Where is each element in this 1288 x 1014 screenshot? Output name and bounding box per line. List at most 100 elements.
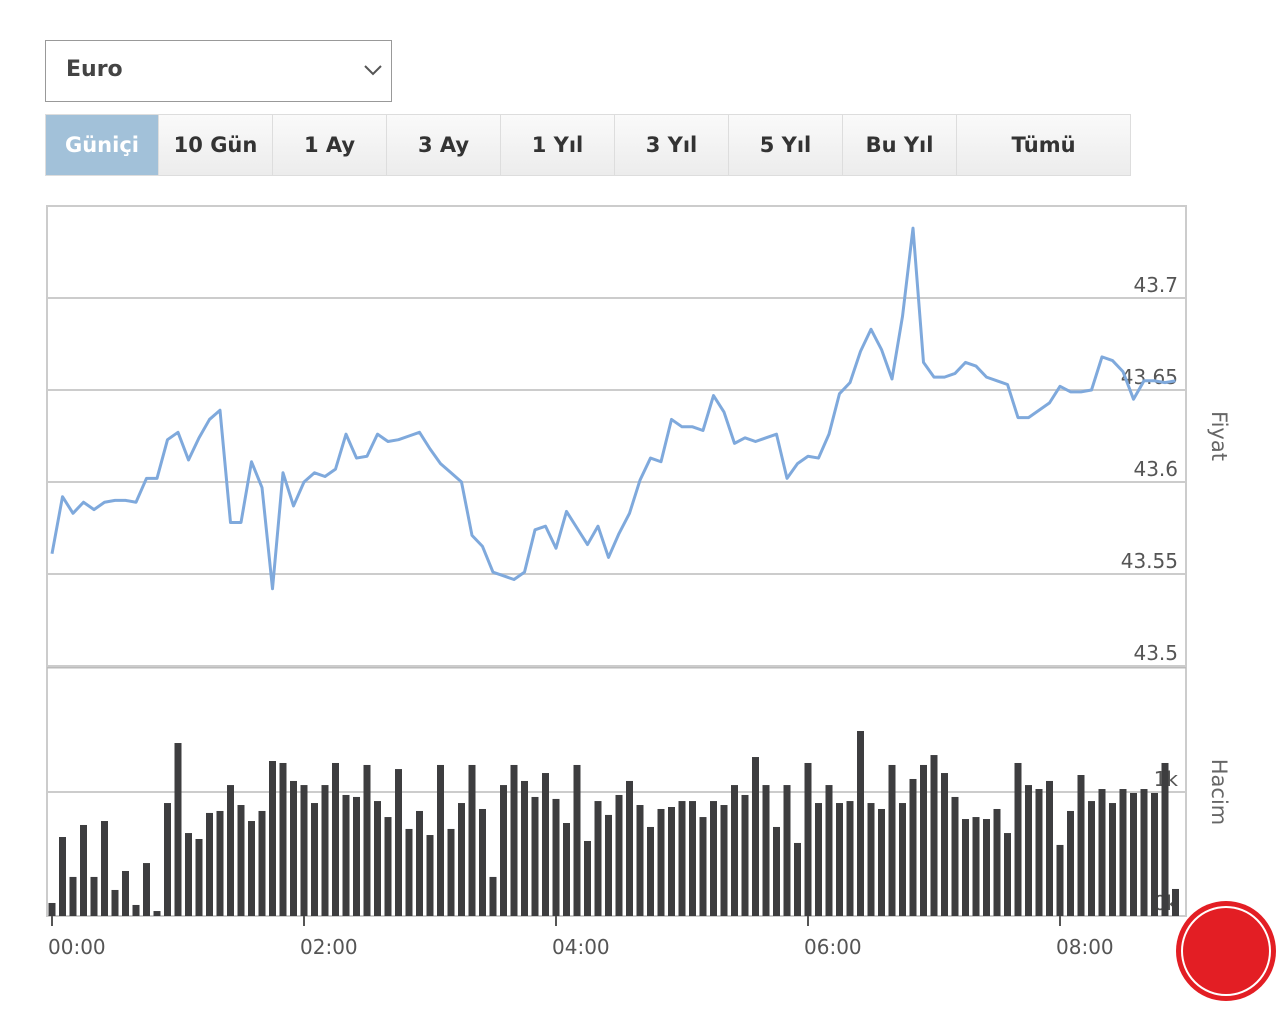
currency-dropdown[interactable]: Euro <box>45 40 392 102</box>
y-axis-title: Fiyat <box>1207 411 1231 461</box>
volume-bar <box>1067 810 1074 916</box>
volume-bar <box>248 821 255 916</box>
x-tick-label: 00:00 <box>48 935 106 959</box>
volume-bar <box>941 773 948 916</box>
volume-bar <box>132 904 140 916</box>
volume-bar <box>1140 789 1148 916</box>
volume-bar <box>825 785 833 916</box>
volume-bar <box>731 785 738 916</box>
volume-bar <box>290 780 297 916</box>
volume-bar <box>1151 792 1158 916</box>
volume-bar <box>699 817 707 916</box>
volume-bar <box>710 801 717 916</box>
x-tick-label: 08:00 <box>1056 935 1114 959</box>
volume-bar <box>48 902 56 916</box>
volume-bar <box>80 824 87 916</box>
x-tick-label: 06:00 <box>804 935 862 959</box>
volume-bar <box>647 826 654 916</box>
volume-bar <box>962 819 969 916</box>
range-button[interactable]: Bu Yıl <box>843 115 957 175</box>
volume-bar <box>405 828 413 916</box>
volume-bar <box>657 808 665 916</box>
volume-bar <box>1077 775 1085 916</box>
volume-bar <box>143 863 150 916</box>
volume-bar <box>983 819 990 916</box>
range-button[interactable]: 3 Yıl <box>615 115 729 175</box>
volume-bar <box>101 821 108 916</box>
logo <box>1176 901 1276 1001</box>
range-button[interactable]: Güniçi <box>46 115 159 175</box>
range-button[interactable]: 5 Yıl <box>729 115 843 175</box>
y-tick-label: 43.65 <box>1121 365 1178 389</box>
range-buttons: Güniçi 10 Gün 1 Ay 3 Ay 1 Yıl 3 Yıl 5 Yıl Bu Yı… <box>45 114 1131 176</box>
dropdown-chevron <box>364 65 382 76</box>
volume-bar <box>899 803 906 916</box>
range-button[interactable]: 3 Ay <box>387 115 501 175</box>
volume-bar <box>531 796 539 916</box>
volume-bar <box>174 743 182 916</box>
volume-bar <box>573 764 581 916</box>
volume-bar <box>69 876 77 916</box>
x-tick-label: 02:00 <box>300 935 358 959</box>
volume-bar <box>846 801 854 916</box>
volume-bar <box>605 814 612 916</box>
volume-bar <box>773 826 780 916</box>
volume-bar <box>594 801 602 916</box>
volume-bar <box>1056 844 1064 916</box>
volume-bar <box>195 838 203 916</box>
volume-bar <box>1004 833 1011 916</box>
volume-bar <box>1035 789 1043 916</box>
volume-bar <box>563 823 570 916</box>
volume-bar <box>416 810 423 916</box>
volume-bar <box>59 837 66 916</box>
volume-bar <box>720 805 728 916</box>
volume-bar <box>111 889 119 916</box>
range-button[interactable]: 1 Yıl <box>501 115 615 175</box>
x-tick-label: 04:00 <box>552 935 610 959</box>
range-button[interactable]: Tümü <box>957 115 1130 175</box>
volume-bar <box>804 762 812 916</box>
volume-bar <box>395 769 402 916</box>
volume-bar <box>363 764 371 916</box>
y-tick-label: 43.55 <box>1121 549 1178 573</box>
volume-bar <box>993 808 1001 916</box>
volume-bar <box>1025 785 1032 916</box>
volume-bar <box>615 794 623 916</box>
volume-bar <box>542 773 549 916</box>
volume-bar <box>857 730 864 916</box>
volume-bar <box>458 803 465 916</box>
range-button[interactable]: 10 Gün <box>159 115 273 175</box>
volume-bar <box>510 764 518 916</box>
y-tick-label: 43.6 <box>1133 457 1178 481</box>
volume-bar <box>1014 762 1022 916</box>
volume-bar <box>930 755 938 916</box>
volume-bar <box>678 801 686 916</box>
volume-bar <box>342 794 350 916</box>
volume-bar <box>1161 762 1169 916</box>
volume-bar <box>384 817 392 916</box>
volume-bar <box>321 785 329 916</box>
volume-bar <box>164 803 171 916</box>
logo-ring <box>1181 906 1271 996</box>
volume-bar <box>426 835 434 916</box>
volume-bar <box>1109 803 1116 916</box>
volume-bar <box>468 764 476 916</box>
y-tick-label: 0k <box>1154 891 1179 915</box>
volume-bar <box>216 810 224 916</box>
volume-bar <box>636 805 644 916</box>
y-tick-label: 43.5 <box>1133 641 1178 665</box>
volume-bar <box>227 785 234 916</box>
volume-bar <box>500 785 507 916</box>
volume-bar <box>836 803 843 916</box>
price-line <box>50 226 1176 591</box>
volume-bar <box>258 810 266 916</box>
volume-bar <box>972 817 980 916</box>
volume-bar <box>752 757 759 916</box>
volume-bar <box>741 794 749 916</box>
volume-bar <box>909 778 917 916</box>
volume-bar <box>353 796 360 916</box>
volume-bar <box>479 808 486 916</box>
volume-bar <box>237 805 245 916</box>
range-button[interactable]: 1 Ay <box>273 115 387 175</box>
